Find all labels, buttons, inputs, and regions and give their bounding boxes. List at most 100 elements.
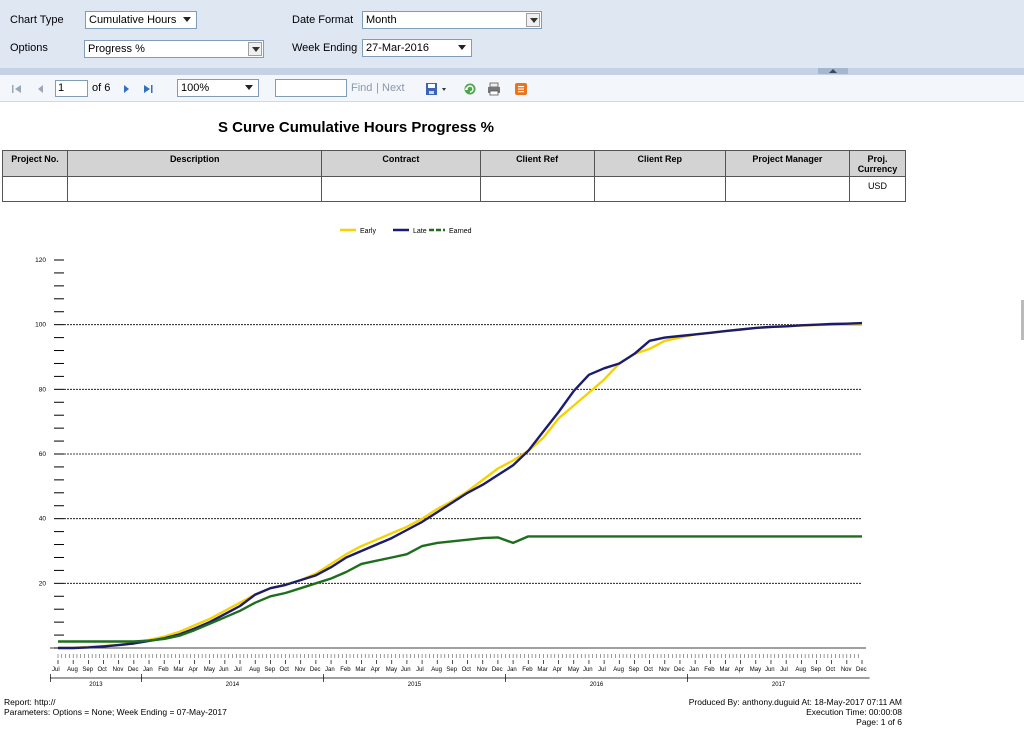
cell-description xyxy=(67,176,323,202)
next-page-icon[interactable] xyxy=(119,82,133,96)
x-tick-label: Feb xyxy=(704,667,715,673)
y-tick-label: 120 xyxy=(35,257,46,264)
x-tick-label: Mar xyxy=(173,667,183,673)
x-tick-label: Aug xyxy=(431,667,442,673)
first-page-icon[interactable] xyxy=(10,82,24,96)
x-tick-label: Dec xyxy=(856,667,867,673)
week-ending-select[interactable]: 27-Mar-2016 xyxy=(362,39,472,57)
x-tick-label: Feb xyxy=(158,667,169,673)
zoom-select[interactable]: 100% xyxy=(177,79,259,97)
x-tick-label: Jul xyxy=(598,667,606,673)
find-link[interactable]: Find xyxy=(351,82,373,94)
table-header-row: Project No. Description Contract Client … xyxy=(1,150,907,177)
x-tick-label: Apr xyxy=(735,667,744,673)
collapse-panel-button[interactable] xyxy=(818,68,848,74)
x-tick-label: May xyxy=(204,667,215,673)
x-tick-label: Feb xyxy=(340,667,351,673)
footer-page: Page: 1 of 6 xyxy=(856,717,902,727)
find-input[interactable] xyxy=(275,79,347,97)
legend-label-late: Late xyxy=(413,228,427,235)
footer-execution-time: Execution Time: 00:00:08 xyxy=(806,707,902,717)
prev-page-icon[interactable] xyxy=(34,82,48,96)
legend-label-earned: Earned xyxy=(449,228,472,235)
x-tick-label: Jun xyxy=(401,667,411,673)
chevron-down-icon[interactable] xyxy=(248,42,262,56)
y-tick-label: 20 xyxy=(39,580,47,587)
cell-project-manager xyxy=(724,176,850,202)
x-tick-label: Mar xyxy=(355,667,365,673)
x-tick-label: Jun xyxy=(583,667,593,673)
x-tick-label: Oct xyxy=(98,667,108,673)
x-tick-label: Nov xyxy=(295,667,306,673)
date-format-select[interactable]: Month xyxy=(362,11,542,29)
x-tick-label: Mar xyxy=(719,667,729,673)
x-tick-label: Nov xyxy=(841,667,852,673)
zoom-value: 100% xyxy=(181,82,210,94)
legend-label-early: Early xyxy=(360,228,376,235)
header-proj-currency: Proj. Currency xyxy=(848,150,907,177)
x-tick-label: Jul xyxy=(52,667,60,673)
x-tick-label: Aug xyxy=(613,667,624,673)
find-separator: | xyxy=(376,82,379,94)
x-tick-label: May xyxy=(568,667,579,673)
x-tick-label: Aug xyxy=(67,667,78,673)
y-tick-label: 60 xyxy=(39,451,47,458)
header-description: Description xyxy=(67,150,323,177)
footer-produced-by: Produced By: anthony.duguid At: 18-May-2… xyxy=(688,697,902,707)
x-tick-label: Jul xyxy=(234,667,242,673)
x-tick-label: Aug xyxy=(795,667,806,673)
cell-project-no xyxy=(1,176,69,202)
x-tick-label: Oct xyxy=(280,667,290,673)
panel-splitter xyxy=(0,68,1024,75)
page-number-input[interactable]: 1 xyxy=(55,80,88,97)
week-ending-value: 27-Mar-2016 xyxy=(366,42,429,54)
header-client-rep: Client Rep xyxy=(593,150,726,177)
header-project-manager: Project Manager xyxy=(724,150,850,177)
week-ending-label: Week Ending xyxy=(292,42,358,54)
x-tick-label: May xyxy=(386,667,397,673)
x-tick-label: Nov xyxy=(477,667,488,673)
x-tick-label: Mar xyxy=(537,667,547,673)
x-tick-label: Jan xyxy=(325,667,335,673)
export-icon[interactable] xyxy=(425,82,449,96)
y-tick-label: 40 xyxy=(39,516,47,523)
last-page-icon[interactable] xyxy=(141,82,155,96)
x-tick-label: Oct xyxy=(462,667,472,673)
x-tick-label: Dec xyxy=(492,667,503,673)
x-tick-label: Nov xyxy=(113,667,124,673)
chevron-down-icon[interactable] xyxy=(526,13,540,27)
x-tick-label: Jan xyxy=(507,667,517,673)
x-tick-label: Sep xyxy=(82,667,93,673)
cell-proj-currency: USD xyxy=(848,176,907,202)
cell-client-ref xyxy=(479,176,595,202)
x-tick-label: Aug xyxy=(249,667,260,673)
x-tick-label: Apr xyxy=(553,667,562,673)
x-tick-label: Oct xyxy=(826,667,836,673)
find-next-link[interactable]: Next xyxy=(382,82,405,94)
s-curve-chart: 20 40 60 80 100 120 Jul Aug Sep Oct Nov Dec Jan Feb Ma… xyxy=(35,228,870,688)
print-icon[interactable] xyxy=(487,82,501,96)
x-tick-label: Sep xyxy=(264,667,275,673)
x-tick-label: Nov xyxy=(659,667,670,673)
report-title: S Curve Cumulative Hours Progress % xyxy=(218,119,494,136)
y-tick-label: 80 xyxy=(39,386,47,393)
data-feed-icon[interactable] xyxy=(514,82,528,96)
year-label: 2017 xyxy=(772,682,786,688)
year-label: 2015 xyxy=(408,682,422,688)
y-tick-label: 100 xyxy=(35,322,46,329)
series-line-late xyxy=(58,321,863,650)
cell-contract xyxy=(321,176,481,202)
date-format-value: Month xyxy=(366,14,397,26)
chart-type-select[interactable]: Cumulative Hours xyxy=(85,11,197,29)
series-line-earned xyxy=(58,535,862,643)
table-row: USD xyxy=(1,176,907,202)
options-select[interactable]: Progress % xyxy=(84,40,264,58)
project-info-table: Project No. Description Contract Client … xyxy=(1,150,907,202)
x-tick-label: Jul xyxy=(780,667,788,673)
x-tick-label: Jan xyxy=(689,667,699,673)
cell-client-rep xyxy=(593,176,726,202)
year-label: 2013 xyxy=(89,682,103,688)
refresh-icon[interactable] xyxy=(463,82,477,96)
x-tick-label: Dec xyxy=(128,667,139,673)
year-label: 2016 xyxy=(590,682,604,688)
